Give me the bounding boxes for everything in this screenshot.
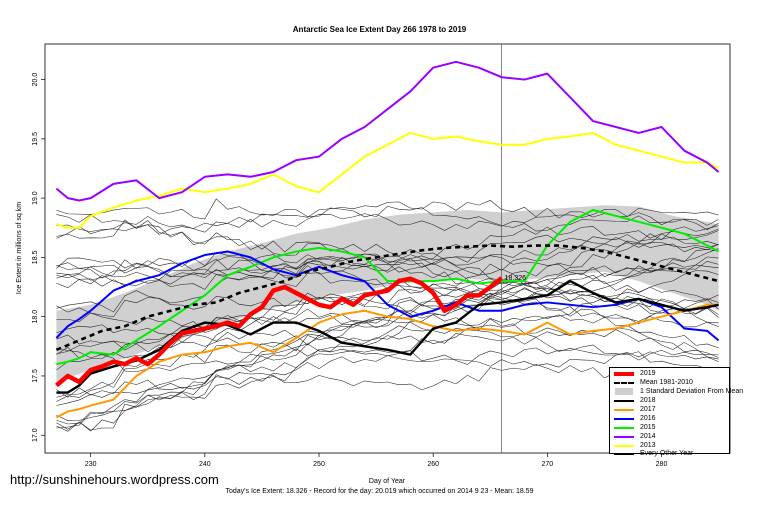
other-year-line (56, 255, 719, 278)
series-line-2013 (56, 131, 720, 229)
legend: 2019 Mean 1981-2010 1 Standard Deviation… (609, 367, 743, 457)
y-tick-label: 17.0 (32, 428, 39, 442)
other-year-line (56, 294, 719, 421)
y-tick-label: 19.0 (32, 191, 39, 205)
legend-label: 2018 (640, 397, 656, 404)
y-tick-label: 20.0 (32, 73, 39, 87)
other-year-line (56, 205, 719, 239)
x-axis: 230 240 250 260 270 280 (85, 453, 668, 468)
highlight-series (54, 60, 720, 419)
legend-item-2018: 2018 (610, 396, 729, 406)
other-year-line (56, 343, 719, 373)
sd-band-area (56, 205, 719, 382)
other-year-line (56, 249, 719, 425)
other-year-line (56, 214, 719, 327)
legend-label: Every Other Year (640, 450, 694, 457)
legend-item-2014: 2014 (610, 432, 729, 442)
legend-label: 2017 (640, 406, 656, 413)
legend-item-sd-band: 1 Standard Deviation From Mean (610, 387, 743, 397)
other-year-line (56, 264, 719, 328)
series-line-mean (55, 244, 719, 352)
legend-item-2013: 2013 (610, 441, 729, 451)
legend-label: 2019 (640, 370, 656, 377)
chart-title: Antarctic Sea Ice Extent Day 266 1978 to… (293, 25, 467, 34)
y-tick-label: 18.5 (32, 250, 39, 264)
other-year-line (56, 242, 719, 398)
y-tick-label: 17.5 (32, 369, 39, 383)
other-year-line (56, 364, 719, 431)
y-tick-label: 19.5 (32, 132, 39, 146)
legend-item-other-years: Every Other Year (610, 450, 729, 457)
x-tick-label: 230 (85, 461, 97, 468)
other-year-line (56, 258, 719, 310)
sd-band (56, 205, 719, 382)
x-tick-label: 250 (313, 461, 325, 468)
legend-item-2019: 2019 (610, 369, 729, 379)
legend-item-2015: 2015 (610, 423, 729, 433)
legend-label: 2013 (640, 442, 656, 449)
y-tick-label: 18.0 (32, 310, 39, 324)
x-tick-label: 260 (427, 461, 439, 468)
watermark-url: http://sunshinehours.wordpress.com (10, 472, 219, 487)
legend-label: 2016 (640, 415, 656, 422)
legend-label: 2014 (640, 433, 656, 440)
plot-frame (44, 43, 731, 454)
today-value-label: 18.326 (505, 275, 527, 282)
legend-label: Mean 1981-2010 (640, 379, 693, 386)
other-year-line (56, 230, 719, 335)
other-year-line (56, 288, 719, 359)
x-tick-label: 240 (199, 461, 211, 468)
y-axis: 17.0 17.5 18.0 18.5 19.0 19.5 20.0 (32, 73, 45, 442)
x-tick-label: 280 (656, 461, 668, 468)
series-line-2019 (54, 276, 504, 388)
legend-item-2016: 2016 (610, 414, 729, 424)
series-line-2017 (55, 303, 719, 419)
x-tick-label: 270 (541, 461, 553, 468)
legend-label: 1 Standard Deviation From Mean (640, 388, 744, 395)
other-year-line (56, 207, 719, 235)
y-axis-label: Ice Extent in millions of sq km (16, 202, 23, 294)
other-year-line (56, 264, 719, 432)
series-line-2015 (56, 208, 720, 366)
legend-item-mean: Mean 1981-2010 (610, 378, 729, 388)
x-axis-label: Day of Year (369, 478, 406, 485)
legend-item-2017: 2017 (610, 405, 729, 415)
legend-label: 2015 (640, 424, 656, 431)
footer-summary: Today's Ice Extent: 18.326 - Record for … (225, 488, 534, 495)
series-line-2014 (55, 60, 720, 202)
